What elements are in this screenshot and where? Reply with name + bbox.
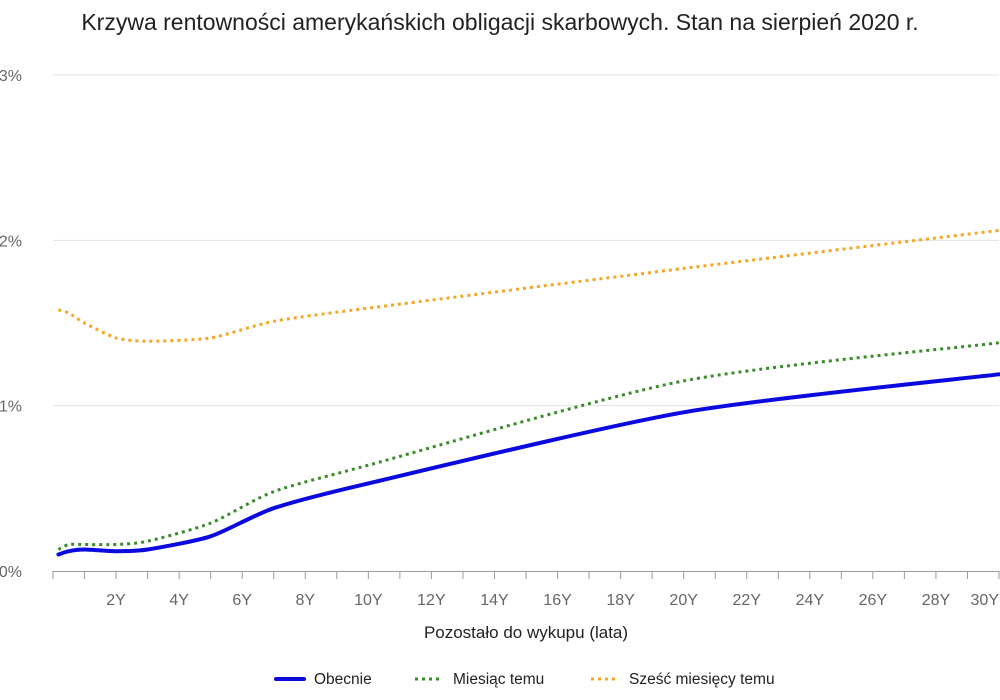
grid-lines	[53, 74, 999, 407]
x-tick-label: 22Y	[732, 592, 761, 609]
x-tick-label: 30Y	[971, 592, 1000, 609]
series-lines	[56, 228, 1000, 557]
x-tick-label: 8Y	[295, 592, 315, 609]
x-tick-label: 6Y	[232, 592, 252, 609]
x-tick-label: 4Y	[169, 592, 189, 609]
series-line-miesiąc-temu	[57, 341, 1000, 551]
x-tick-label: 26Y	[859, 592, 888, 609]
legend: Obecnie Miesiąc temu Sześć miesięcy temu	[274, 671, 775, 688]
legend-label: Sześć miesięcy temu	[629, 671, 775, 688]
y-axis: 0% 1% 2% 3%	[0, 68, 22, 581]
x-tick-label: 20Y	[669, 592, 698, 609]
chart-title: Krzywa rentowności amerykańskich obligac…	[81, 9, 919, 35]
y-tick-label: 2%	[0, 233, 22, 250]
x-tick-label: 10Y	[354, 592, 383, 609]
x-tick-label: 12Y	[417, 592, 446, 609]
x-tick-label: 16Y	[543, 592, 572, 609]
x-tick-label: 14Y	[480, 592, 509, 609]
y-tick-label: 3%	[0, 68, 22, 85]
y-tick-label: 0%	[0, 564, 22, 581]
x-tick-label: 18Y	[606, 592, 635, 609]
x-axis-title: Pozostało do wykupu (lata)	[424, 623, 628, 642]
x-tick-label: 24Y	[796, 592, 825, 609]
legend-label: Obecnie	[314, 671, 372, 688]
series-line-sześć-miesięcy-temu	[57, 228, 1000, 343]
x-axis: 2Y 4Y 6Y 8Y 10Y 12Y 14Y 16Y 18Y 20Y 22Y 24Y 26Y 28Y 30…	[52, 571, 1000, 609]
legend-label: Miesiąc temu	[453, 671, 544, 688]
series-line-obecnie	[56, 372, 1000, 557]
x-tick-label: 28Y	[922, 592, 951, 609]
y-tick-label: 1%	[0, 399, 22, 416]
x-tick-label: 2Y	[106, 592, 126, 609]
